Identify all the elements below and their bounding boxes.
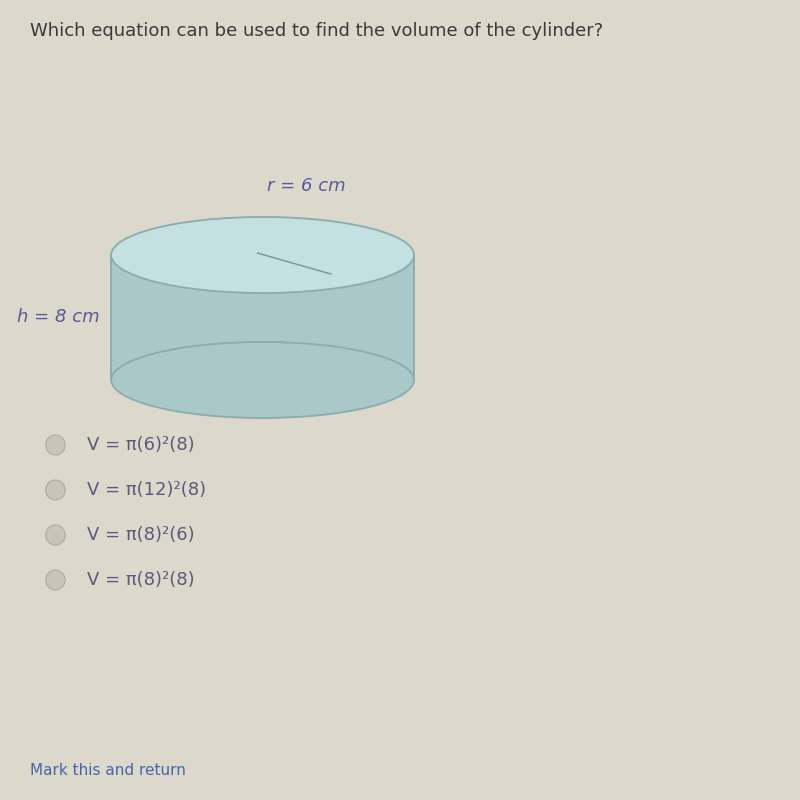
Text: h = 8 cm: h = 8 cm xyxy=(17,309,99,326)
Text: Mark this and return: Mark this and return xyxy=(30,763,186,778)
Text: V = π(6)²(8): V = π(6)²(8) xyxy=(86,436,194,454)
Circle shape xyxy=(46,570,66,590)
Text: V = π(12)²(8): V = π(12)²(8) xyxy=(86,481,206,499)
Ellipse shape xyxy=(111,217,414,293)
Text: V = π(8)²(6): V = π(8)²(6) xyxy=(86,526,194,544)
Text: r = 6 cm: r = 6 cm xyxy=(267,177,346,195)
Text: V = π(8)²(8): V = π(8)²(8) xyxy=(86,571,194,589)
Circle shape xyxy=(46,435,66,455)
Polygon shape xyxy=(111,255,414,380)
Ellipse shape xyxy=(111,342,414,418)
Circle shape xyxy=(46,480,66,500)
Circle shape xyxy=(46,525,66,545)
Text: Which equation can be used to find the volume of the cylinder?: Which equation can be used to find the v… xyxy=(30,22,603,40)
